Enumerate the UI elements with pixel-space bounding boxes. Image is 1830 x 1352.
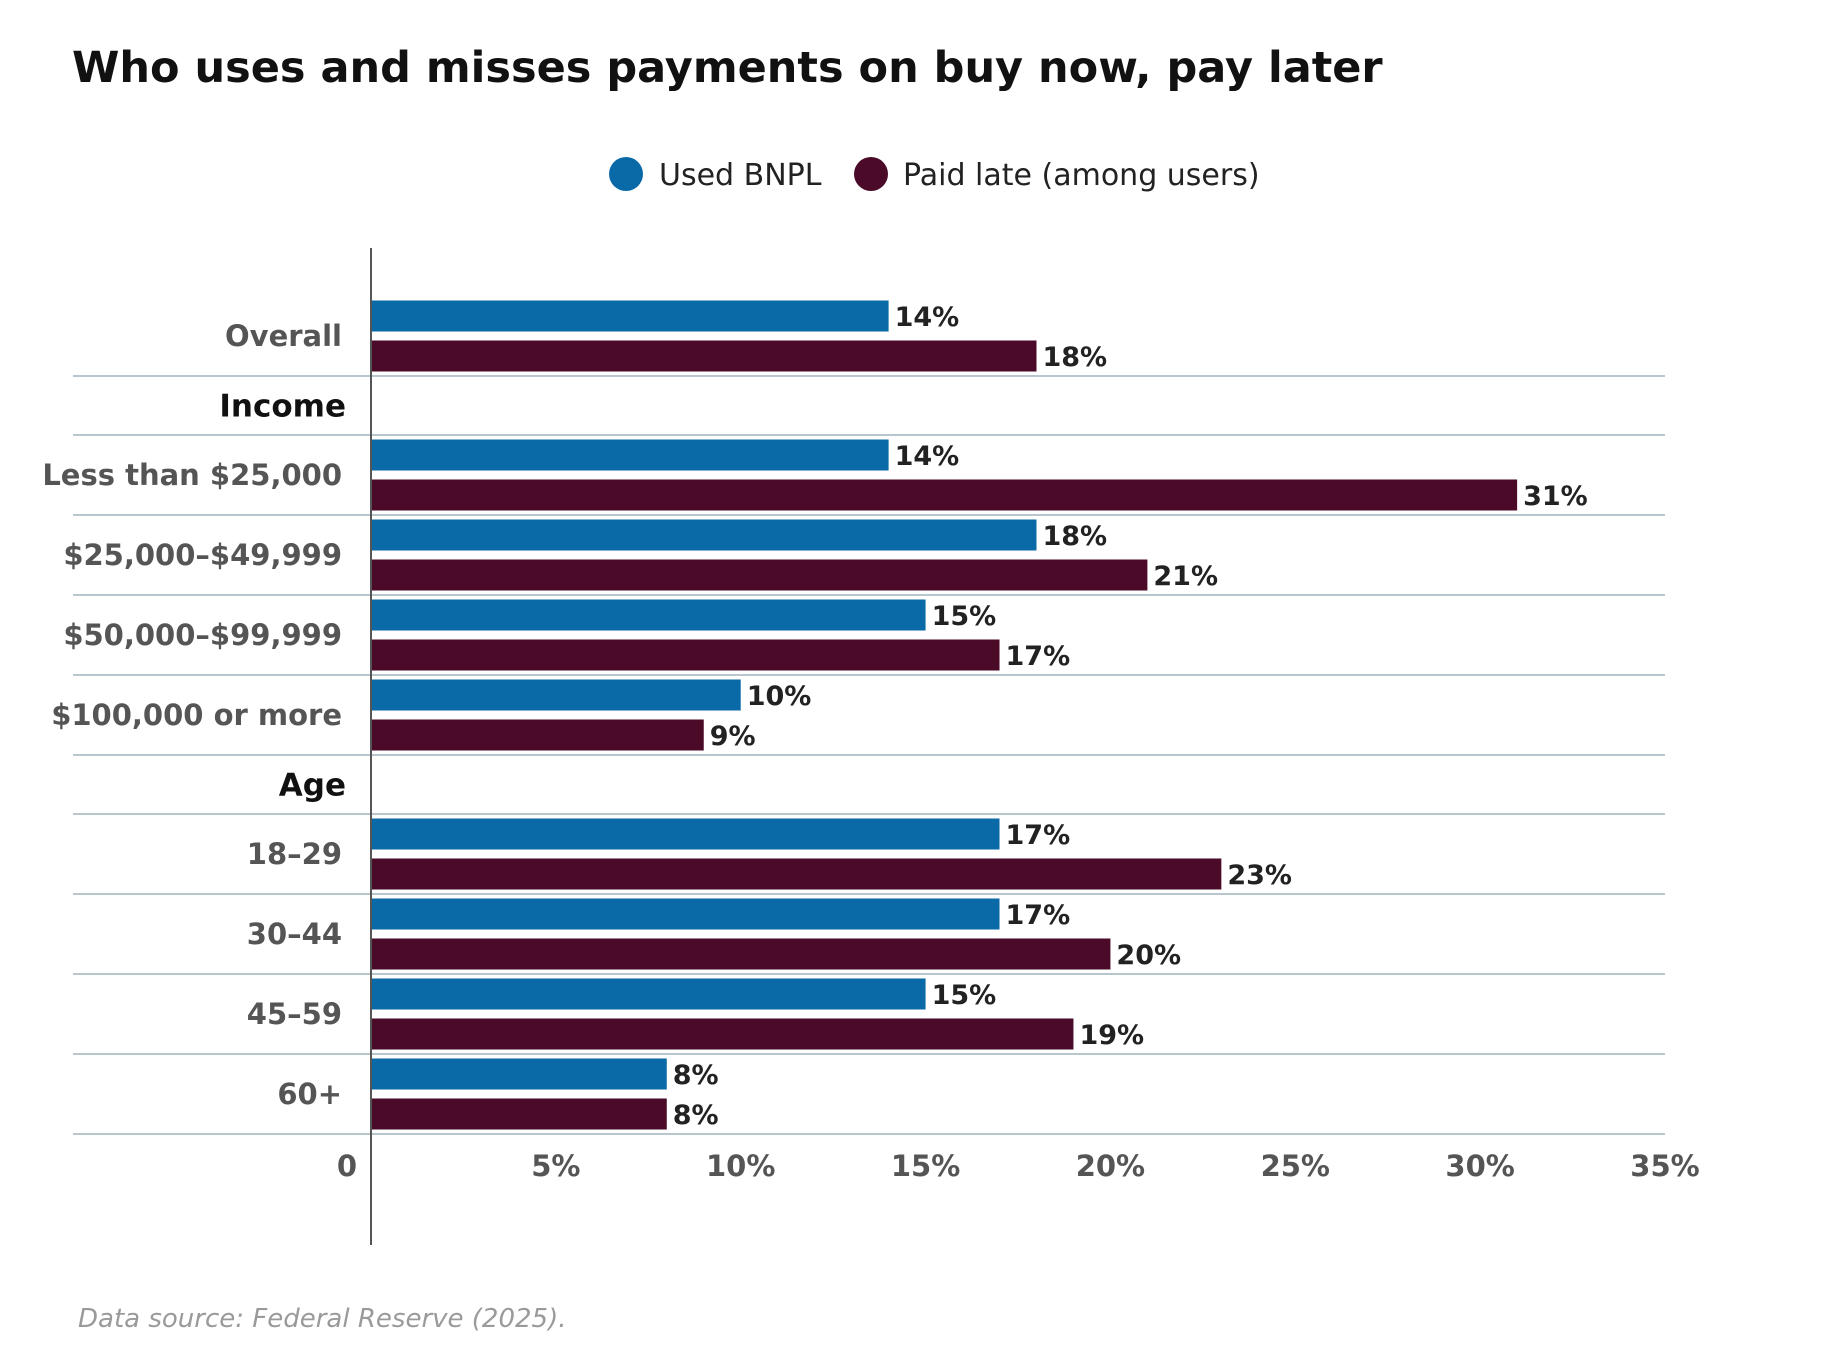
legend-swatch-paid-late	[854, 157, 888, 191]
legend: Used BNPL Paid late (among users)	[609, 157, 1260, 193]
x-tick-label-35: 35%	[1630, 1149, 1699, 1183]
bar-45-59-paid-late-among-users	[371, 1018, 1074, 1050]
value-label-50-000-99-999-used-bnpl: 15%	[932, 601, 997, 632]
bar-30-44-paid-late-among-users	[371, 938, 1111, 970]
bar-50-000-99-999-used-bnpl	[371, 599, 926, 631]
value-label-25-000-49-999-used-bnpl: 18%	[1042, 521, 1107, 552]
value-label-45-59-paid-late-among-users: 19%	[1079, 1020, 1144, 1051]
x-tick-label-0: 0	[337, 1149, 357, 1183]
bar-25-000-49-999-used-bnpl	[371, 519, 1037, 551]
group-label-income: Income	[219, 389, 346, 425]
bar-60-paid-late-among-users	[371, 1098, 667, 1130]
data-source-note: Data source: Federal Reserve (2025).	[78, 1304, 567, 1334]
x-tick-label-20: 20%	[1076, 1149, 1145, 1183]
value-label-50-000-99-999-paid-late-among-users: 17%	[1006, 641, 1071, 672]
value-label-100-000-or-more-used-bnpl: 10%	[747, 681, 812, 712]
value-label-100-000-or-more-paid-late-among-users: 9%	[710, 721, 756, 752]
value-label-overall-paid-late-among-users: 18%	[1042, 342, 1107, 373]
bar-overall-used-bnpl	[371, 300, 889, 332]
x-tick-label-15: 15%	[891, 1149, 960, 1183]
bar-100-000-or-more-paid-late-among-users	[371, 719, 704, 751]
value-label-18-29-paid-late-among-users: 23%	[1227, 860, 1292, 891]
x-tick-label-30: 30%	[1445, 1149, 1514, 1183]
bar-50-000-99-999-paid-late-among-users	[371, 639, 1000, 671]
value-label-less-than-25-000-paid-late-among-users: 31%	[1523, 481, 1588, 512]
x-tick-label-25: 25%	[1261, 1149, 1330, 1183]
value-label-overall-used-bnpl: 14%	[895, 302, 960, 333]
category-label-100-000-or-more: $100,000 or more	[51, 698, 342, 732]
chart-title: Who uses and misses payments on buy now,…	[72, 43, 1383, 93]
category-label-25-000-49-999: $25,000–$49,999	[63, 538, 342, 572]
value-label-30-44-paid-late-among-users: 20%	[1116, 940, 1181, 971]
value-label-less-than-25-000-used-bnpl: 14%	[895, 441, 960, 472]
bar-60-used-bnpl	[371, 1058, 667, 1090]
legend-label-paid-late: Paid late (among users)	[903, 158, 1260, 193]
bar-18-29-used-bnpl	[371, 818, 1000, 850]
category-label-overall: Overall	[225, 319, 342, 353]
bar-less-than-25-000-paid-late-among-users	[371, 479, 1518, 511]
category-label-less-than-25-000: Less than $25,000	[42, 458, 342, 492]
value-label-18-29-used-bnpl: 17%	[1006, 820, 1071, 851]
value-label-25-000-49-999-paid-late-among-users: 21%	[1153, 561, 1218, 592]
category-label-50-000-99-999: $50,000–$99,999	[63, 618, 342, 652]
bar-overall-paid-late-among-users	[371, 340, 1037, 372]
category-label-18-29: 18–29	[247, 837, 342, 871]
legend-label-used-bnpl: Used BNPL	[659, 158, 822, 193]
bar-less-than-25-000-used-bnpl	[371, 439, 889, 471]
bar-18-29-paid-late-among-users	[371, 858, 1222, 890]
bar-45-59-used-bnpl	[371, 978, 926, 1010]
rows-layer: Overall 14% 18% Income Less than $25,000 14% 3…	[42, 300, 1665, 1135]
value-label-30-44-used-bnpl: 17%	[1006, 900, 1071, 931]
x-tick-label-5: 5%	[531, 1149, 580, 1183]
value-label-60-paid-late-among-users: 8%	[673, 1100, 719, 1131]
group-label-age: Age	[279, 768, 346, 804]
value-label-45-59-used-bnpl: 15%	[932, 980, 997, 1011]
bar-30-44-used-bnpl	[371, 898, 1000, 930]
axis-layer: 0 5% 10% 15% 20% 25% 30% 35%	[337, 248, 1700, 1245]
legend-swatch-used-bnpl	[609, 157, 643, 191]
category-label-45-59: 45–59	[247, 997, 342, 1031]
category-label-30-44: 30–44	[247, 917, 342, 951]
value-label-60-used-bnpl: 8%	[673, 1060, 719, 1091]
x-tick-label-10: 10%	[706, 1149, 775, 1183]
bar-25-000-49-999-paid-late-among-users	[371, 559, 1148, 591]
category-label-60: 60+	[277, 1077, 342, 1111]
bar-100-000-or-more-used-bnpl	[371, 679, 741, 711]
